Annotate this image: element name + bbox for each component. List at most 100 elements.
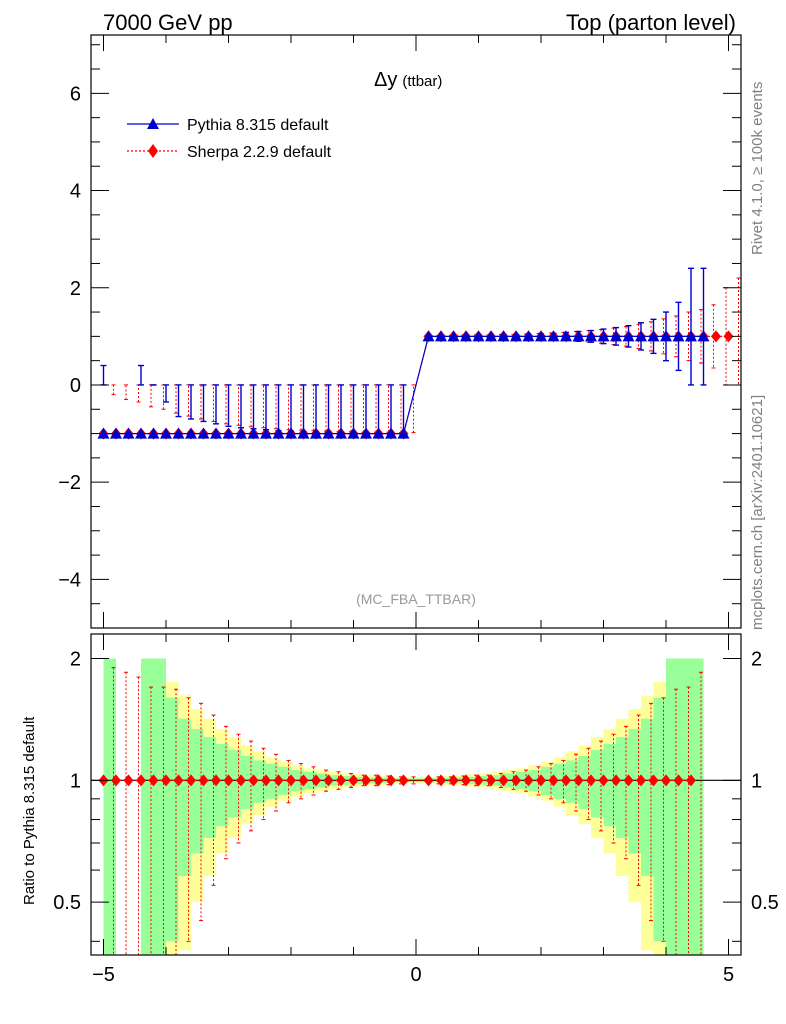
pythia-point (285, 427, 297, 439)
chart-title-suffix: (ttbar) (402, 73, 442, 90)
ratio-sherpa-point (423, 774, 434, 787)
ratio-band-inner (691, 658, 704, 955)
pythia-point (210, 427, 222, 439)
pythia-point (435, 330, 447, 342)
pythia-point (597, 330, 610, 342)
pythia-point (685, 330, 697, 342)
ratio-band-inner (241, 755, 254, 809)
pythia-point (310, 427, 322, 439)
pythia-point (447, 330, 460, 342)
ratio-sherpa-point (448, 774, 459, 787)
pythia-point (560, 330, 572, 342)
ratio-band-inner (216, 743, 229, 827)
pythia-point (235, 427, 247, 439)
pythia-point (322, 427, 335, 439)
ratio-sherpa-point (661, 774, 671, 787)
main-y-tick-label: −4 (58, 569, 81, 591)
analysis-label: (MC_FBA_TTBAR) (356, 591, 476, 607)
pythia-point (260, 427, 272, 439)
ratio-sherpa-point (398, 774, 409, 787)
pythia-point (172, 427, 185, 439)
ratio-sherpa-point (636, 774, 646, 787)
ratio-sherpa-point (598, 774, 609, 787)
pythia-point (535, 330, 547, 342)
main-y-tick-label: 2 (70, 278, 81, 300)
ratio-sherpa-point (111, 774, 121, 787)
ratio-y-tick-label-right: 1 (751, 770, 762, 792)
ratio-band-inner (666, 658, 679, 955)
ratio-band-inner (141, 658, 154, 955)
main-plot-data (97, 267, 741, 440)
axes: −4 −2 0 2 4 6 −5 0 5 0.5 0.5 1 1 2 2 (53, 34, 779, 986)
pythia-point (110, 427, 122, 439)
legend-label-sherpa: Sherpa 2.2.9 default (187, 144, 332, 161)
ratio-sherpa-point (136, 774, 146, 787)
ratio-sherpa-point (373, 774, 384, 787)
ratio-sherpa-point (273, 774, 284, 787)
ratio-bands (91, 658, 741, 955)
pythia-point (222, 427, 235, 439)
ratio-sherpa-point (498, 774, 509, 787)
x-tick-label: −5 (92, 964, 115, 986)
ratio-sherpa-point (511, 774, 521, 787)
pythia-point (385, 427, 397, 439)
rivet-version: Rivet 4.1.0, ≥ 100k events (749, 82, 766, 255)
chart-title-main: Δy (374, 69, 397, 91)
ratio-band-inner (191, 728, 204, 854)
pythia-point (672, 330, 685, 342)
pythia-point (185, 427, 197, 439)
ratio-sherpa-point (173, 774, 184, 787)
pythia-point (635, 330, 647, 342)
ratio-sherpa-point (186, 774, 196, 787)
ratio-y-tick-label: 0.5 (53, 892, 81, 914)
pythia-point (335, 427, 347, 439)
pythia-point (422, 330, 435, 342)
pythia-point (547, 330, 560, 342)
ratio-sherpa-point (436, 774, 446, 787)
main-y-tick-label: −2 (58, 472, 81, 494)
legend-label-pythia: Pythia 8.315 default (187, 117, 329, 134)
ratio-sherpa-point (461, 774, 471, 787)
ratio-sherpa-point (336, 774, 346, 787)
ratio-sherpa-point (573, 774, 584, 787)
pythia-point (485, 330, 497, 342)
ratio-band-inner (553, 763, 566, 799)
ratio-sherpa-point (648, 774, 659, 787)
pythia-point (135, 427, 147, 439)
main-y-tick-label: 0 (70, 375, 81, 397)
ratio-band-inner (253, 760, 266, 803)
x-tick-label: 0 (410, 964, 421, 986)
ratio-band-inner (628, 728, 641, 854)
ratio-band-inner (566, 760, 579, 803)
sherpa-point (723, 330, 734, 343)
ratio-band-inner (153, 658, 166, 955)
header-left: 7000 GeV pp (103, 10, 233, 35)
pythia-point (697, 330, 710, 342)
ratio-sherpa-point (686, 774, 696, 787)
ratio-sherpa-point (348, 774, 359, 787)
pythia-point (460, 330, 472, 342)
ratio-sherpa-point (236, 774, 246, 787)
ratio-sherpa-point (161, 774, 171, 787)
main-y-tick-label: 4 (70, 181, 81, 203)
ratio-sherpa-point (611, 774, 621, 787)
ratio-y-tick-label-right: 2 (751, 649, 762, 671)
ratio-sherpa-point (198, 774, 209, 787)
ratio-sherpa-point (486, 774, 496, 787)
ratio-band-inner (203, 736, 216, 839)
ratio-sherpa-point (223, 774, 234, 787)
ratio-plot-data (98, 667, 703, 956)
ratio-y-tick-label: 1 (70, 770, 81, 792)
mcplots-credit: mcplots.cern.ch [arXiv:2401.10621] (749, 395, 766, 630)
ratio-sherpa-point (473, 774, 484, 787)
legend-marker-pythia (147, 118, 159, 129)
header-right: Top (parton level) (566, 10, 736, 35)
ratio-y-tick-label-right: 0.5 (751, 892, 779, 914)
ratio-sherpa-point (148, 774, 159, 787)
ratio-band-inner (166, 697, 179, 942)
pythia-point (197, 427, 210, 439)
ratio-sherpa-point (386, 774, 396, 787)
ratio-band-inner (266, 763, 279, 799)
pythia-point (347, 427, 360, 439)
pythia-point (122, 427, 135, 439)
